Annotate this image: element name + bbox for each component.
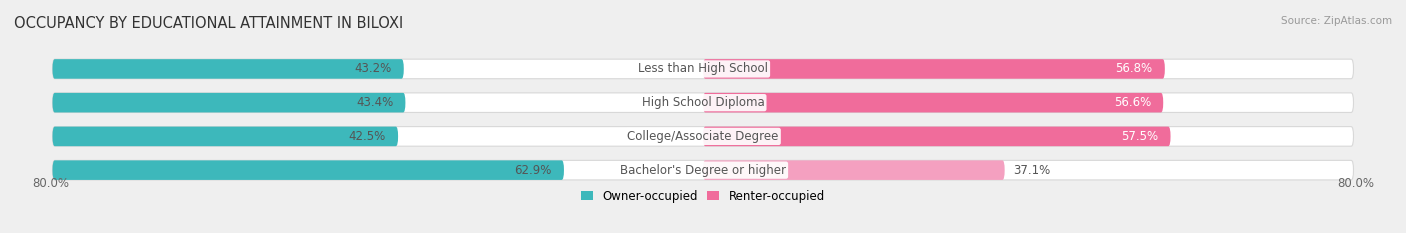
FancyBboxPatch shape xyxy=(52,160,1354,180)
FancyBboxPatch shape xyxy=(52,59,1354,79)
Text: 80.0%: 80.0% xyxy=(32,177,69,190)
FancyBboxPatch shape xyxy=(52,127,1354,146)
FancyBboxPatch shape xyxy=(52,59,404,79)
Text: OCCUPANCY BY EDUCATIONAL ATTAINMENT IN BILOXI: OCCUPANCY BY EDUCATIONAL ATTAINMENT IN B… xyxy=(14,16,404,31)
Text: 37.1%: 37.1% xyxy=(1012,164,1050,177)
Text: 43.2%: 43.2% xyxy=(354,62,392,75)
Text: Source: ZipAtlas.com: Source: ZipAtlas.com xyxy=(1281,16,1392,26)
FancyBboxPatch shape xyxy=(703,160,1005,180)
Text: 56.8%: 56.8% xyxy=(1115,62,1153,75)
Text: 42.5%: 42.5% xyxy=(349,130,385,143)
FancyBboxPatch shape xyxy=(52,93,1354,113)
FancyBboxPatch shape xyxy=(703,127,1171,146)
FancyBboxPatch shape xyxy=(703,93,1163,113)
Legend: Owner-occupied, Renter-occupied: Owner-occupied, Renter-occupied xyxy=(576,185,830,208)
FancyBboxPatch shape xyxy=(703,59,1164,79)
Text: 62.9%: 62.9% xyxy=(515,164,551,177)
FancyBboxPatch shape xyxy=(52,93,405,113)
Text: 57.5%: 57.5% xyxy=(1121,130,1159,143)
FancyBboxPatch shape xyxy=(52,127,398,146)
Text: 80.0%: 80.0% xyxy=(1337,177,1374,190)
Text: Less than High School: Less than High School xyxy=(638,62,768,75)
Text: College/Associate Degree: College/Associate Degree xyxy=(627,130,779,143)
Text: 43.4%: 43.4% xyxy=(356,96,394,109)
Text: Bachelor's Degree or higher: Bachelor's Degree or higher xyxy=(620,164,786,177)
FancyBboxPatch shape xyxy=(52,160,564,180)
Text: High School Diploma: High School Diploma xyxy=(641,96,765,109)
Text: 56.6%: 56.6% xyxy=(1114,96,1152,109)
